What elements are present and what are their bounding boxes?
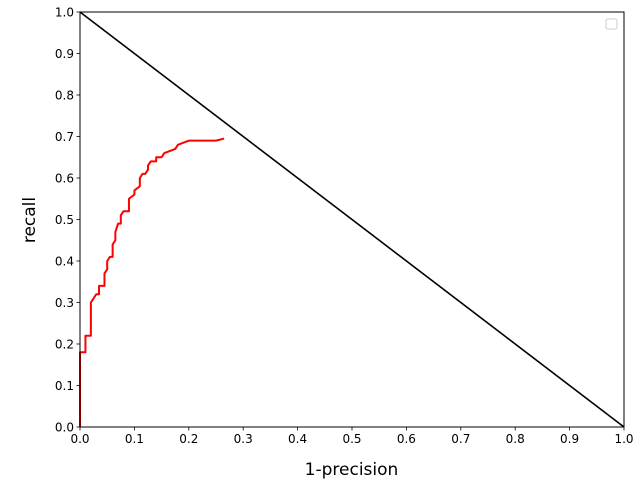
x-tick-label: 0.8 <box>506 432 525 446</box>
x-tick-label: 0.7 <box>451 432 470 446</box>
pr-curve-line <box>79 137 225 427</box>
y-tick-label: 0.7 <box>55 130 74 144</box>
y-tick-label: 0.6 <box>55 172 74 186</box>
y-tick-label: 0.8 <box>55 89 74 103</box>
y-tick-label: 1.0 <box>55 6 74 20</box>
ticks: 0.0 0.1 0.2 0.3 0.4 0.5 0.6 0.7 0.8 0.9 1.0 0.0 0.1 0… <box>55 6 634 447</box>
y-tick-label: 0.0 <box>55 421 74 435</box>
x-tick-label: 0.2 <box>179 432 198 446</box>
y-tick-label: 0.4 <box>55 255 74 269</box>
y-tick-label: 0.3 <box>55 296 74 310</box>
x-tick-label: 0.0 <box>70 432 89 446</box>
x-tick-label: 0.5 <box>342 432 361 446</box>
y-tick-label: 0.9 <box>55 47 74 61</box>
x-tick-label: 1.0 <box>614 432 633 446</box>
y-tick-label: 0.5 <box>55 213 74 227</box>
diagonal-line <box>79 11 625 428</box>
x-axis-label: 1-precision <box>305 460 399 480</box>
series-group <box>79 11 625 428</box>
y-axis-label: recall <box>20 197 40 243</box>
y-tick-label: 0.1 <box>55 379 74 393</box>
x-tick-label: 0.9 <box>560 432 579 446</box>
y-tick-label: 0.2 <box>55 338 74 352</box>
x-tick-label: 0.6 <box>397 432 416 446</box>
x-tick-label: 0.3 <box>234 432 253 446</box>
legend-box <box>605 18 618 30</box>
x-tick-label: 0.4 <box>288 432 307 446</box>
x-tick-label: 0.1 <box>125 432 144 446</box>
